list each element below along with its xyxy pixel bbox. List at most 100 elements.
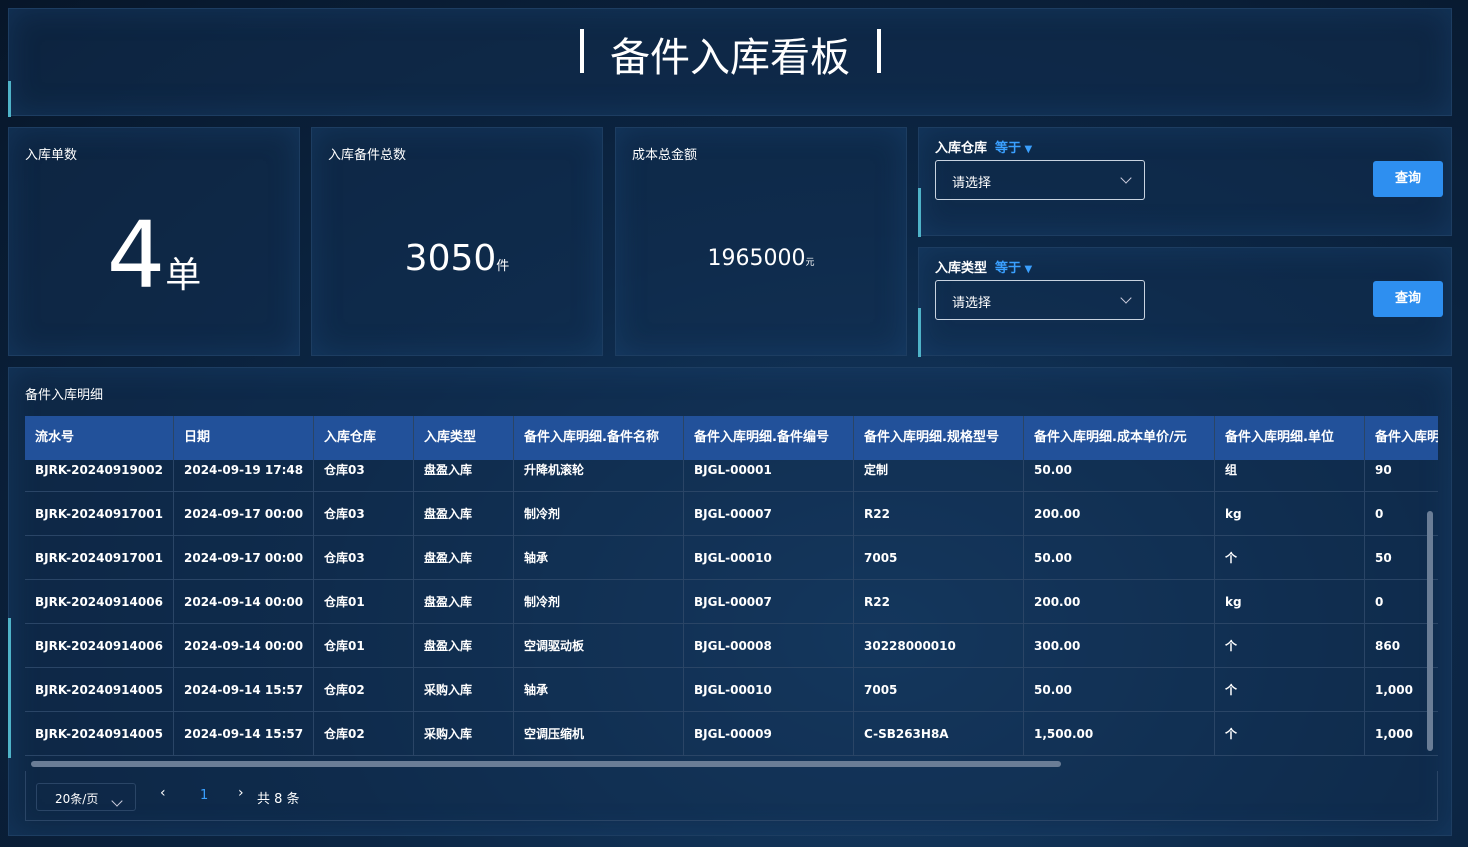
table-cell: 2024-09-17 00:00 <box>174 492 314 536</box>
table-cell: 1,000 <box>1365 668 1438 712</box>
query-button[interactable]: 查询 <box>1373 281 1443 317</box>
title-bar <box>877 29 881 73</box>
column-header: 备件入库明细.备件名称 <box>514 416 684 460</box>
current-page[interactable]: 1 <box>200 788 209 803</box>
table-cell: 采购入库 <box>414 668 514 712</box>
table-cell: 升降机滚轮 <box>514 460 684 492</box>
kpi-unit: 元 <box>805 258 815 268</box>
table-cell: 个 <box>1215 624 1365 668</box>
filter-field: 入库类型 <box>935 261 988 276</box>
kpi-card: 入库单数 4单 <box>8 127 300 356</box>
column-header: 备件入库明细.单位 <box>1215 416 1365 460</box>
query-button[interactable]: 查询 <box>1373 161 1443 197</box>
table-cell: 仓库01 <box>314 580 414 624</box>
kpi-label: 入库单数 <box>25 148 78 163</box>
table: 流水号 日期 入库仓库 入库类型 备件入库明细.备件名称 备件入库明细.备件编号 备件入库明… <box>25 416 1438 761</box>
kpi: 3050件 <box>312 238 602 279</box>
table-cell: 空调驱动板 <box>514 624 684 668</box>
table-cell: BJRK-20240917001 <box>25 492 174 536</box>
accent <box>918 188 921 237</box>
table-cell: 仓库03 <box>314 460 414 492</box>
kpi: 1965000元 <box>616 246 906 271</box>
column-header: 备件入库明细.备件编号 <box>684 416 854 460</box>
kpi: 4单 <box>9 210 299 302</box>
table-cell: 仓库02 <box>314 668 414 712</box>
column-header: 入库类型 <box>414 416 514 460</box>
column-header: 备件入库明细.规格型号 <box>854 416 1024 460</box>
table-cell: BJRK-20240914005 <box>25 712 174 756</box>
table-cell: 轴承 <box>514 536 684 580</box>
table-cell: 0 <box>1365 492 1438 536</box>
table-cell: 组 <box>1215 460 1365 492</box>
page-size[interactable]: 20条/页 <box>36 783 136 811</box>
prev-page[interactable]: ‹ <box>160 785 166 801</box>
page-title: 备件入库看板 <box>610 35 850 81</box>
table-cell: BJGL-00007 <box>684 492 854 536</box>
table-title: 备件入库明细 <box>25 388 104 403</box>
table-cell: 采购入库 <box>414 712 514 756</box>
table-cell: 盘盈入库 <box>414 536 514 580</box>
table-panel: 备件入库明细 流水号 日期 入库仓库 入库类型 备件入库明细.备件名称 备件入库明细.备件… <box>8 367 1452 836</box>
kpi-value: 4 <box>106 202 166 309</box>
table-cell: 轴承 <box>514 668 684 712</box>
filter-select[interactable]: 请选择 <box>935 160 1145 200</box>
table-cell: BJGL-00008 <box>684 624 854 668</box>
table-cell: 50 <box>1365 536 1438 580</box>
kpi-unit: 单 <box>165 255 202 296</box>
table-cell: BJGL-00001 <box>684 460 854 492</box>
table-cell: BJGL-00009 <box>684 712 854 756</box>
table-cell: BJRK-20240917001 <box>25 536 174 580</box>
table-cell: kg <box>1215 580 1365 624</box>
kpi-card: 入库备件总数 3050件 <box>311 127 603 356</box>
table-cell: BJRK-20240919002 <box>25 460 174 492</box>
column-header: 入库仓库 <box>314 416 414 460</box>
kpi-label: 成本总金额 <box>632 148 698 163</box>
table-cell: 定制 <box>854 460 1024 492</box>
v-scrollbar[interactable] <box>1427 511 1433 751</box>
table-cell: BJGL-00010 <box>684 536 854 580</box>
kpi-label: 入库备件总数 <box>328 148 407 163</box>
filter-select[interactable]: 请选择 <box>935 280 1145 320</box>
table-cell: 2024-09-14 00:00 <box>174 580 314 624</box>
table-cell: BJRK-20240914006 <box>25 624 174 668</box>
table-cell: 盘盈入库 <box>414 460 514 492</box>
table-cell: 仓库02 <box>314 712 414 756</box>
table-cell: 个 <box>1215 536 1365 580</box>
pagination: 20条/页 ‹ 1 › 共 8 条 <box>25 771 1438 821</box>
table-cell: BJRK-20240914006 <box>25 580 174 624</box>
table-cell: 0 <box>1365 580 1438 624</box>
table-cell: 盘盈入库 <box>414 580 514 624</box>
filter-field: 入库仓库 <box>935 141 988 156</box>
table-cell: 2024-09-17 00:00 <box>174 536 314 580</box>
filter-operator[interactable]: 等于 <box>995 141 1022 156</box>
next-page[interactable]: › <box>238 785 244 801</box>
table-cell: 个 <box>1215 712 1365 756</box>
filter-panel: 入库仓库 等于 ▼ 请选择 查询 <box>918 127 1452 237</box>
table-cell: 50.00 <box>1024 460 1215 492</box>
column-header: 备件入库明细.成本单价/元 <box>1024 416 1215 460</box>
total-count: 共 8 条 <box>257 792 300 807</box>
table-cell: 860 <box>1365 624 1438 668</box>
kpi-value: 3050 <box>404 238 497 279</box>
table-cell: 1,500.00 <box>1024 712 1215 756</box>
filter-panel: 入库类型 等于 ▼ 请选择 查询 <box>918 247 1452 357</box>
table-cell: 2024-09-14 15:57 <box>174 712 314 756</box>
table-cell: 7005 <box>854 536 1024 580</box>
table-cell: BJGL-00007 <box>684 580 854 624</box>
kpi-unit: 件 <box>496 259 510 274</box>
table-cell: 2024-09-19 17:48 <box>174 460 314 492</box>
filter-operator[interactable]: 等于 <box>995 261 1022 276</box>
accent <box>8 618 11 758</box>
column-header: 日期 <box>174 416 314 460</box>
table-cell: 7005 <box>854 668 1024 712</box>
column-header: 流水号 <box>25 416 174 460</box>
table-cell: 2024-09-14 00:00 <box>174 624 314 668</box>
table-cell: 空调压缩机 <box>514 712 684 756</box>
table-cell: R22 <box>854 492 1024 536</box>
h-scrollbar[interactable] <box>31 761 1061 767</box>
kpi-card: 成本总金额 1965000元 <box>615 127 907 356</box>
table-cell: 2024-09-14 15:57 <box>174 668 314 712</box>
table-cell: kg <box>1215 492 1365 536</box>
table-cell: 300.00 <box>1024 624 1215 668</box>
